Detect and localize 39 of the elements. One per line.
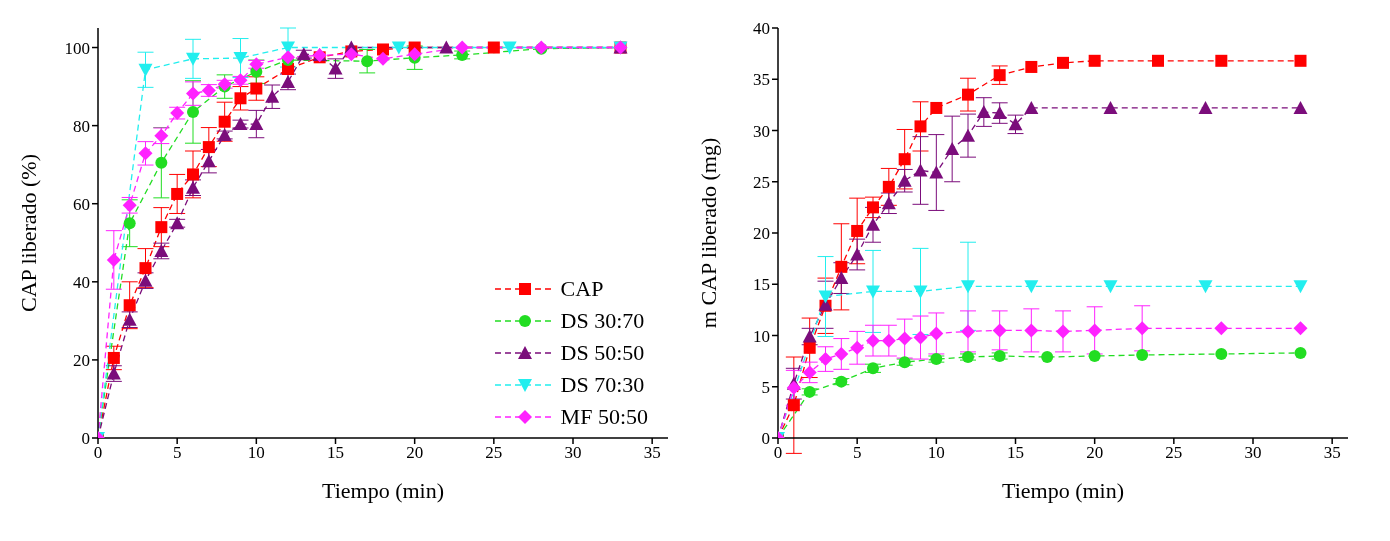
x-tick-label: 15 — [327, 443, 344, 463]
y-tick-label: 20 — [753, 224, 770, 244]
y-tick-label: 30 — [753, 121, 770, 141]
y-axis-title: m CAP liberado (mg) — [695, 137, 721, 329]
y-tick-label: 15 — [753, 275, 770, 295]
y-tick-label: 80 — [73, 116, 90, 136]
y-tick-label: 10 — [753, 326, 770, 346]
x-tick-label: 10 — [247, 443, 265, 463]
x-tick-label: 25 — [1165, 443, 1183, 463]
x-tick-label: 20 — [406, 443, 424, 463]
y-axis-title: CAP liberado (%) — [15, 153, 41, 313]
y-tick-label: 60 — [73, 194, 90, 214]
legend-label: DS 70:30 — [560, 372, 645, 398]
y-tick-label: 40 — [753, 19, 770, 39]
x-tick-label: 0 — [93, 443, 103, 463]
y-tick-label: 100 — [64, 38, 90, 58]
x-tick-label: 5 — [852, 443, 862, 463]
x-tick-label: 20 — [1086, 443, 1104, 463]
y-tick-label: 0 — [761, 429, 770, 449]
legend-label: CAP — [560, 276, 604, 302]
y-tick-label: 5 — [761, 377, 770, 397]
x-tick-label: 30 — [1244, 443, 1262, 463]
legend-label: MF 50:50 — [560, 404, 648, 430]
y-tick-label: 25 — [753, 172, 770, 192]
x-axis-title: Tiempo (min) — [1001, 478, 1125, 503]
x-tick-label: 25 — [485, 443, 503, 463]
y-tick-label: 40 — [73, 272, 90, 292]
y-tick-label: 20 — [73, 350, 90, 370]
x-tick-label: 30 — [564, 443, 582, 463]
legend-label: DS 30:70 — [560, 308, 645, 334]
y-tick-label: 0 — [81, 429, 90, 449]
x-tick-label: 35 — [1323, 443, 1341, 463]
x-tick-label: 10 — [927, 443, 945, 463]
y-tick-label: 35 — [753, 70, 770, 90]
x-axis-title: Tiempo (min) — [321, 478, 445, 503]
legend-label: DS 50:50 — [560, 340, 645, 366]
x-tick-label: 35 — [643, 443, 661, 463]
x-tick-label: 15 — [1007, 443, 1024, 463]
x-tick-label: 5 — [172, 443, 182, 463]
